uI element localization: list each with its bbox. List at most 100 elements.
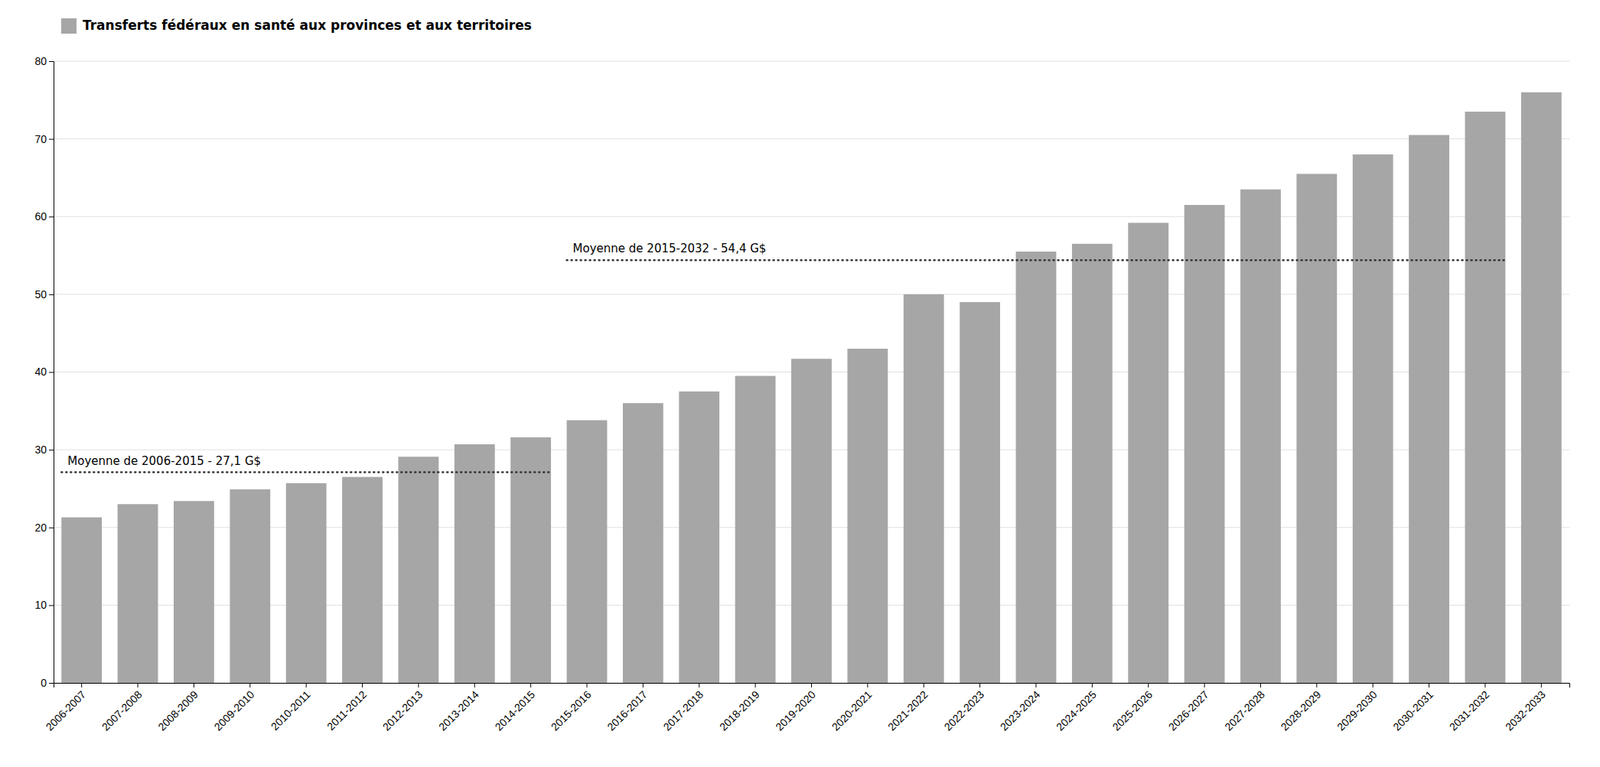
bar	[1184, 205, 1226, 684]
bar	[1240, 189, 1281, 684]
y-tick-mark	[48, 294, 54, 296]
x-tick-label: 2010-2011	[268, 688, 313, 734]
x-tick-mark	[193, 683, 195, 688]
x-tick: 2021-2022	[885, 683, 931, 734]
x-tick: 2031-2032	[1446, 683, 1493, 734]
bar	[286, 483, 327, 684]
x-tick: 2010-2011	[268, 683, 313, 734]
y-tick-label: 20	[34, 521, 47, 535]
y-tick-mark	[48, 61, 54, 62]
x-tick-label: 2011-2012	[324, 688, 369, 734]
x-tick-label: 2022-2023	[941, 688, 987, 734]
x-tick-mark	[923, 683, 925, 688]
x-tick: 2013-2014	[436, 683, 482, 734]
x-tick-label: 2019-2020	[772, 688, 818, 734]
x-tick: 2008-2009	[155, 683, 201, 734]
bar	[229, 489, 271, 684]
x-tick-label: 2018-2019	[716, 688, 763, 734]
x-tick-mark	[1204, 683, 1206, 688]
x-tick-mark	[1260, 683, 1262, 688]
y-tick-mark	[48, 683, 54, 685]
bar	[454, 444, 496, 684]
x-tick: 2014-2015	[492, 683, 538, 734]
x-tick-mark	[1428, 683, 1430, 688]
legend: Transferts fédéraux en santé aux provinc…	[61, 17, 532, 34]
bar	[903, 294, 945, 684]
x-tick: 2017-2018	[661, 683, 707, 734]
legend-swatch	[61, 18, 77, 34]
x-tick-label: 2028-2029	[1278, 688, 1324, 734]
x-axis-line	[54, 684, 1571, 689]
x-tick-label: 2026-2027	[1166, 688, 1212, 734]
grid-line	[53, 293, 1570, 295]
x-tick-label: 2021-2022	[885, 688, 931, 734]
annotations: Moyenne de 2006-2015 - 27,1 G$Moyenne de…	[67, 241, 766, 468]
bar	[61, 518, 102, 684]
y-tick-label: 30	[34, 443, 47, 457]
x-tick-mark	[81, 683, 82, 688]
bar	[1072, 244, 1113, 684]
x-tick-label: 2012-2013	[380, 688, 426, 734]
bar	[510, 437, 551, 684]
x-tick-mark	[642, 683, 644, 688]
bar	[117, 504, 159, 684]
x-tick-mark	[474, 683, 476, 688]
bar	[567, 420, 608, 684]
bar	[791, 358, 832, 684]
y-axis: 01020304050607080	[34, 55, 54, 690]
bar	[1127, 222, 1169, 684]
x-tick-mark	[249, 683, 251, 688]
y-tick: 0	[40, 677, 54, 690]
y-tick: 30	[34, 443, 54, 457]
y-tick-label: 70	[34, 133, 47, 146]
x-tick-label: 2006-2007	[43, 688, 89, 734]
bar	[622, 403, 664, 684]
mean-line	[61, 471, 551, 474]
x-tick: 2027-2028	[1221, 683, 1268, 734]
y-tick: 20	[34, 521, 54, 535]
bar	[735, 376, 776, 684]
x-tick: 2023-2024	[997, 683, 1043, 734]
x-tick-label: 2014-2015	[492, 688, 538, 734]
bar	[1408, 135, 1450, 684]
x-tick: 2030-2031	[1390, 683, 1436, 734]
y-tick-mark	[48, 372, 54, 374]
grid-line	[53, 216, 1570, 218]
x-tick-label: 2020-2021	[829, 688, 875, 734]
x-tick: 2029-2030	[1334, 683, 1380, 734]
bar	[342, 477, 383, 684]
x-tick-label: 2009-2010	[211, 688, 258, 734]
x-tick-label: 2016-2017	[604, 688, 650, 734]
mean-line	[567, 259, 1506, 262]
bar	[678, 391, 720, 684]
x-tick-mark	[1035, 683, 1037, 688]
x-tick-mark	[1316, 683, 1317, 688]
y-tick-label: 0	[40, 677, 47, 690]
x-tick-mark	[1147, 683, 1149, 688]
bar	[847, 348, 888, 684]
x-tick: 2012-2013	[380, 683, 426, 734]
grid	[53, 61, 1570, 684]
x-tick: 2026-2027	[1166, 683, 1212, 734]
data	[61, 92, 1561, 684]
x-tick-mark	[1541, 683, 1542, 688]
x-tick-mark	[1091, 683, 1093, 688]
plot: 01020304050607080Moyenne de 2006-2015 - …	[34, 55, 1570, 734]
x-tick-label: 2024-2025	[1053, 688, 1099, 734]
y-tick: 60	[34, 210, 54, 223]
x-tick: 2019-2020	[772, 683, 818, 734]
x-tick: 2025-2026	[1110, 683, 1156, 734]
y-tick: 10	[34, 599, 54, 612]
x-tick-mark	[698, 683, 700, 688]
chart: 01020304050607080Moyenne de 2006-2015 - …	[0, 0, 1600, 767]
x-tick-label: 2023-2024	[997, 688, 1043, 734]
x-tick: 2028-2029	[1278, 683, 1324, 734]
bar	[1465, 111, 1506, 684]
bar	[397, 456, 439, 684]
x-tick: 2011-2012	[324, 683, 369, 734]
y-tick-label: 60	[34, 210, 47, 223]
x-tick-label: 2031-2032	[1446, 688, 1493, 734]
y-tick: 70	[34, 133, 54, 146]
x-tick-mark	[361, 683, 363, 688]
y-tick-label: 10	[34, 599, 47, 612]
